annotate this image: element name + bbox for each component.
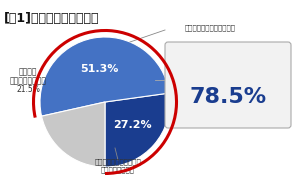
Wedge shape (105, 93, 170, 167)
Text: 意味・内容まで + 言葉だけ: 意味・内容まで + 言葉だけ (203, 70, 253, 76)
Text: 51.3%: 51.3% (80, 64, 118, 74)
Text: 意味、内容まで知っている: 意味、内容まで知っている (185, 25, 236, 31)
Text: 知らない: 知らない (19, 67, 37, 76)
Wedge shape (40, 37, 170, 116)
Text: [図1]　セルフケア認知率: [図1] セルフケア認知率 (4, 12, 100, 25)
Text: 21.5%: 21.5% (16, 85, 40, 95)
Text: 78.5%: 78.5% (189, 87, 267, 107)
Text: 27.2%: 27.2% (113, 121, 151, 130)
Text: 全体（n=1,000）: 全体（n=1,000） (207, 112, 249, 118)
Text: 「知っている」計: 「知っている」計 (203, 56, 253, 66)
Wedge shape (42, 102, 105, 167)
Text: 言葉だけは知っている、: 言葉だけは知っている、 (94, 159, 141, 165)
Text: 聴いたことがある: 聴いたことがある (101, 167, 135, 173)
Text: 聴いたこともない: 聴いたこともない (10, 76, 46, 85)
FancyBboxPatch shape (165, 42, 291, 128)
